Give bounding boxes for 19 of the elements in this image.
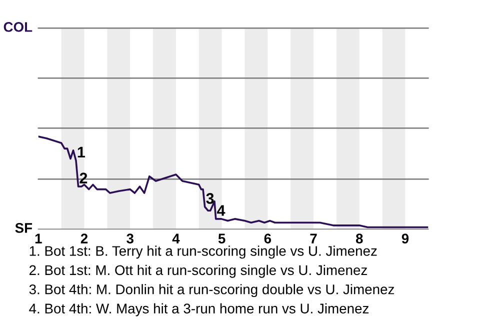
text: 4. Bot 4th: W. Mays hit a 3-run home run vs U. Jimenez — [29, 303, 369, 316]
annotation: 1 — [78, 146, 85, 158]
x-tick-label: 9 — [402, 234, 409, 244]
text: 1. Bot 1st: B. Terry hit a run-scoring single vs U. Jimenez — [30, 246, 377, 259]
text: COL — [4, 22, 32, 32]
x-tick-label: 3 — [126, 234, 134, 244]
text: 3. Bot 4th: M. Donlin hit a run-scoring double vs U. Jimenez — [29, 284, 394, 298]
x-tick-label: 2 — [80, 234, 88, 244]
x-tick-label: 4 — [172, 234, 180, 244]
x-tick-label: 7 — [310, 234, 317, 244]
x-tick-label: 6 — [264, 234, 272, 244]
x-tick-label: 5 — [218, 234, 226, 244]
text: 2. Bot 1st: M. Ott hit a run-scoring single vs U. Jimenez — [30, 264, 367, 278]
x-tick-label: 1 — [35, 234, 42, 244]
annotation: 2 — [80, 172, 88, 184]
text: SF — [15, 223, 32, 233]
annotation: 4 — [217, 205, 226, 216]
annotation: 3 — [206, 193, 214, 204]
x-tick-label: 8 — [356, 234, 363, 244]
